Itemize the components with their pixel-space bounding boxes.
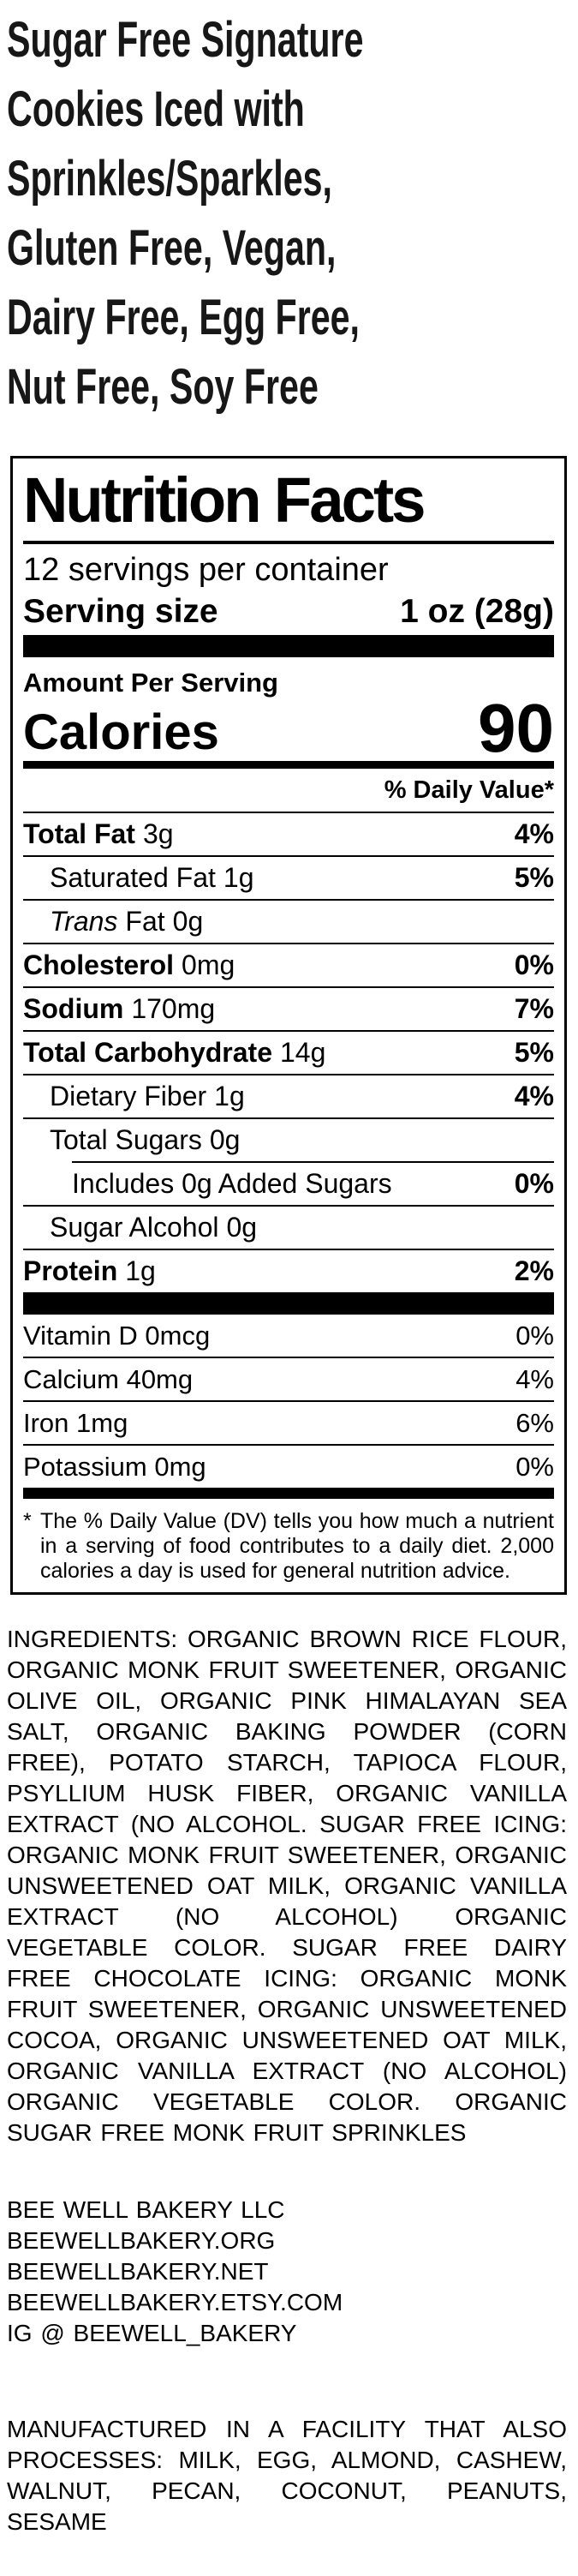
nutrient-dv: 0% <box>514 950 554 981</box>
nutrient-amount: 1g <box>125 1255 156 1287</box>
nutrient-name: Calcium 40mg <box>23 1363 194 1394</box>
nutrient-rows: Total Fat 3g 4% Saturated Fat 1g 5% Trans F… <box>23 812 554 1292</box>
nutrient-name: Saturated Fat <box>50 862 216 894</box>
nutrient-row-saturated-fat: Saturated Fat 1g 5% <box>23 855 554 899</box>
nutrient-dv: 4% <box>514 818 554 850</box>
nutrient-name: Total Carbohydrate <box>23 1037 272 1069</box>
nutrient-dv: 6% <box>515 1407 554 1438</box>
nutrient-row-sodium: Sodium 170mg 7% <box>23 986 554 1030</box>
nutrient-dv: 0% <box>515 1451 554 1482</box>
nutrient-name: Total Sugars <box>50 1124 202 1156</box>
nutrient-name: Sodium <box>23 993 124 1025</box>
title-divider <box>23 541 554 544</box>
nutrient-row-total-fat: Total Fat 3g 4% <box>23 812 554 855</box>
serving-size-row: Serving size 1 oz (28g) <box>23 589 554 635</box>
nutrient-dv: 0% <box>514 1168 554 1200</box>
nutrient-amount: 1g <box>223 862 254 894</box>
thick-divider-bar <box>23 1292 554 1315</box>
nutrient-dv: 5% <box>514 1037 554 1069</box>
nutrient-dv: 4% <box>515 1363 554 1394</box>
nutrient-amount: 0g <box>172 906 204 938</box>
allergen-statement: MANUFACTURED IN A FACILITY THAT ALSO PRO… <box>7 2416 567 2536</box>
nutrient-name: Protein <box>23 1255 118 1287</box>
nutrient-amount: 1g <box>214 1081 245 1112</box>
micronutrient-row-calcium: Calcium 40mg 4% <box>23 1357 554 1400</box>
nutrient-amount: 0g <box>226 1212 258 1243</box>
thick-divider-bar <box>23 634 554 657</box>
nutrient-name: Potassium 0mg <box>23 1451 206 1482</box>
nutrient-amount: 0g <box>209 1124 241 1156</box>
product-title-line: Cookies Iced with <box>7 81 305 137</box>
daily-value-footnote: * The % Daily Value (DV) tells you how m… <box>23 1509 554 1584</box>
nutrient-name: Includes 0g Added Sugars <box>72 1168 392 1200</box>
nutrient-dv: 0% <box>515 1320 554 1351</box>
nutrient-name-italic: Trans <box>50 906 118 938</box>
nutrient-dv: 5% <box>514 862 554 894</box>
product-title-line: Sugar Free Signature <box>7 12 364 68</box>
bakery-website-net: BEEWELLBAKERY.NET <box>7 2258 269 2285</box>
nutrient-row-trans-fat: Trans Fat 0g <box>23 899 554 943</box>
nutrient-dv: 4% <box>514 1081 554 1112</box>
serving-size-label: Serving size <box>23 592 218 630</box>
footnote-text: The % Daily Value (DV) tells you how muc… <box>40 1509 554 1584</box>
product-title-line: Nut Free, Soy Free <box>7 359 319 415</box>
micronutrient-row-vitamin-d: Vitamin D 0mcg 0% <box>23 1315 554 1357</box>
medium-divider-bar <box>23 761 554 770</box>
footnote-asterisk: * <box>23 1509 32 1534</box>
nutrient-row-protein: Protein 1g 2% <box>23 1249 554 1292</box>
nutrient-name: Dietary Fiber <box>50 1081 207 1112</box>
calories-value: 90 <box>478 689 554 766</box>
nutrient-amount: 0mg <box>182 950 235 981</box>
nutrient-row-total-sugars: Total Sugars 0g <box>23 1117 554 1161</box>
micronutrient-rows: Vitamin D 0mcg 0% Calcium 40mg 4% Iron 1… <box>23 1315 554 1488</box>
bakery-company-name: BEE WELL BAKERY LLC <box>7 2196 285 2224</box>
nutrient-amount: 14g <box>280 1037 326 1069</box>
nutrient-amount: 3g <box>142 818 174 850</box>
product-title: Sugar Free Signature Cookies Iced with S… <box>7 5 413 422</box>
nutrient-dv: 7% <box>514 993 554 1025</box>
product-title-line: Sprinkles/Sparkles, <box>7 151 332 207</box>
amount-per-serving-label: Amount Per Serving <box>23 667 278 698</box>
nutrient-row-total-carbohydrate: Total Carbohydrate 14g 5% <box>23 1030 554 1074</box>
nutrient-dv: 2% <box>514 1255 554 1287</box>
nutrient-name: Vitamin D 0mcg <box>23 1320 211 1351</box>
nutrient-amount: 170mg <box>131 993 216 1025</box>
micronutrient-row-potassium: Potassium 0mg 0% <box>23 1444 554 1488</box>
nutrient-row-sugar-alcohol: Sugar Alcohol 0g <box>23 1205 554 1249</box>
label-page: Sugar Free Signature Cookies Iced with S… <box>0 5 578 2576</box>
nutrition-facts-title: Nutrition Facts <box>23 464 426 536</box>
calories-label: Calories <box>23 704 219 761</box>
nutrient-name: Iron 1mg <box>23 1407 128 1438</box>
bakery-info: BEE WELL BAKERY LLC BEEWELLBAKERY.ORG BE… <box>7 2195 567 2349</box>
nutrient-row-dietary-fiber: Dietary Fiber 1g 4% <box>23 1074 554 1117</box>
product-title-line: Gluten Free, Vegan, <box>7 220 337 276</box>
bakery-website-org: BEEWELLBAKERY.ORG <box>7 2227 276 2255</box>
nutrient-name: Sugar Alcohol <box>50 1212 219 1243</box>
calories-row: Calories 90 <box>23 689 554 766</box>
daily-value-header: % Daily Value* <box>384 776 554 805</box>
micronutrient-row-iron: Iron 1mg 6% <box>23 1400 554 1444</box>
ingredients-text: INGREDIENTS: ORGANIC BROWN RICE FLOUR, O… <box>7 1626 567 2147</box>
nutrient-name: Cholesterol <box>23 950 175 981</box>
nutrient-row-cholesterol: Cholesterol 0mg 0% <box>23 943 554 986</box>
bakery-website-etsy: BEEWELLBAKERY.ETSY.COM <box>7 2289 343 2316</box>
product-title-line: Dairy Free, Egg Free, <box>7 290 360 345</box>
serving-size-value: 1 oz (28g) <box>400 592 554 630</box>
nutrient-row-added-sugars: Includes 0g Added Sugars 0% <box>72 1161 554 1205</box>
servings-per-container: 12 servings per container <box>23 552 389 588</box>
nutrient-name: Total Fat <box>23 818 135 850</box>
nutrient-name: Fat <box>125 906 165 938</box>
bakery-instagram-handle: IG @ BEEWELL_BAKERY <box>7 2320 297 2347</box>
nutrition-facts-panel: Nutrition Facts 12 servings per containe… <box>10 456 567 1596</box>
final-divider-bar <box>23 1488 554 1500</box>
